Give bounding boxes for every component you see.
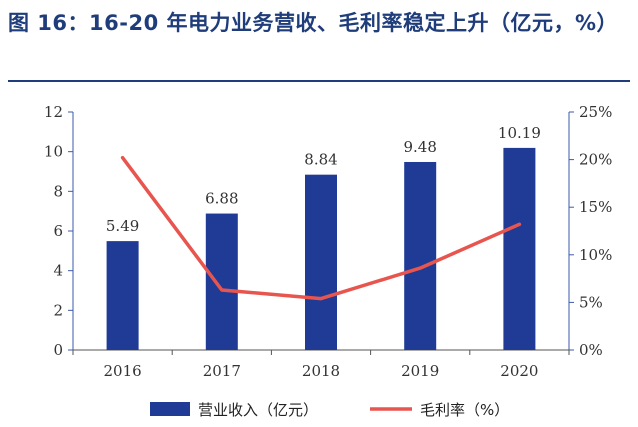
y-right-tick-label: 0% xyxy=(579,341,603,359)
y-right-tick-label: 5% xyxy=(579,293,603,311)
line-point xyxy=(418,266,422,270)
bar-series xyxy=(106,147,536,350)
bar-data-label: 6.88 xyxy=(205,190,238,208)
y-right-tick-label: 25% xyxy=(579,103,612,121)
bar xyxy=(503,147,536,350)
data-labels: 5.49 6.88 8.84 9.48 10.19 xyxy=(106,124,541,235)
bar-data-label: 8.84 xyxy=(304,151,337,169)
line-point xyxy=(121,156,125,160)
tick-labels: 0 2 4 6 8 10 12 0% 5% 10% 15% 20% 25% 2016 2017 2018 201… xyxy=(44,103,612,380)
y-right-tick-label: 15% xyxy=(579,198,612,216)
y-left-tick-label: 0 xyxy=(53,341,63,359)
x-tick-label: 2016 xyxy=(104,362,142,380)
y-right-tick-label: 20% xyxy=(579,151,612,169)
x-tick-label: 2017 xyxy=(203,362,241,380)
title-rule xyxy=(8,80,630,82)
bar xyxy=(305,174,337,350)
bar-data-label: 10.19 xyxy=(498,124,541,142)
bar-data-label: 9.48 xyxy=(403,138,436,156)
legend-line-label: 毛利率（%） xyxy=(420,401,509,419)
line-point xyxy=(319,297,323,301)
x-tick-label: 2019 xyxy=(401,362,439,380)
x-tick-label: 2018 xyxy=(302,362,340,380)
y-left-tick-label: 10 xyxy=(44,143,63,161)
x-tick-label: 2020 xyxy=(500,362,538,380)
bar xyxy=(106,241,139,350)
line-series xyxy=(120,155,522,301)
chart-title: 图 16：16-20 年电力业务营收、毛利率稳定上升（亿元，%） xyxy=(8,11,619,35)
line-point xyxy=(517,222,521,226)
legend: 营业收入（亿元） 毛利率（%） xyxy=(150,401,509,419)
bar xyxy=(205,213,238,350)
legend-bar-label: 营业收入（亿元） xyxy=(198,401,318,419)
legend-bar-swatch xyxy=(150,402,190,416)
y-left-tick-label: 12 xyxy=(44,103,63,121)
y-left-tick-label: 2 xyxy=(53,301,63,319)
y-left-tick-label: 8 xyxy=(53,182,63,200)
y-right-tick-label: 10% xyxy=(579,246,612,264)
bar xyxy=(404,161,437,350)
line-point xyxy=(220,288,224,292)
bar-data-label: 5.49 xyxy=(106,217,139,235)
y-left-tick-label: 6 xyxy=(53,222,63,240)
y-left-tick-label: 4 xyxy=(53,262,63,280)
